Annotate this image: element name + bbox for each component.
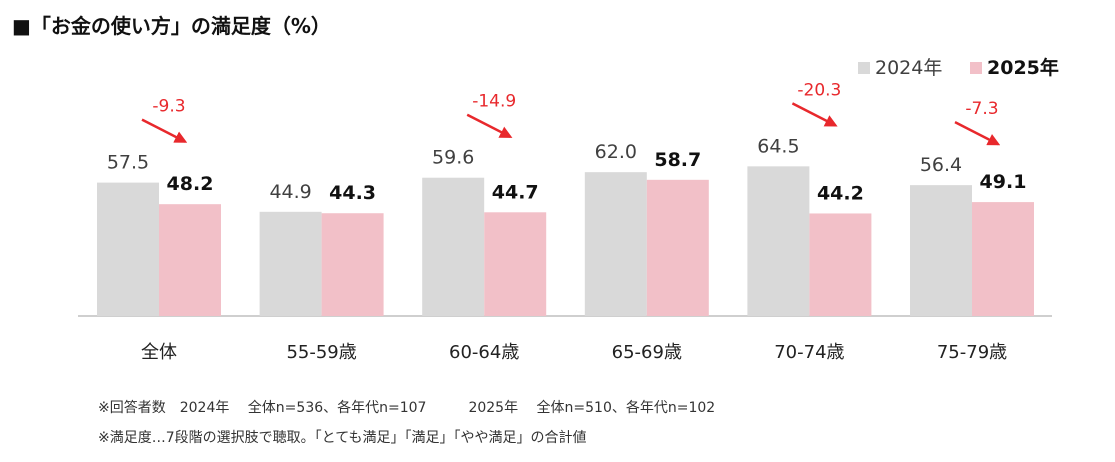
legend-swatch-2025年: [970, 62, 982, 74]
bar-2024年-全体: [97, 182, 159, 316]
value-label-2025年-75-79歳: 49.1: [980, 171, 1027, 193]
bar-2024年-55-59歳: [259, 211, 322, 316]
value-label-2024年-55-59歳: 44.9: [269, 181, 311, 203]
bar-2025年-全体: [159, 204, 221, 316]
category-label: 70-74歳: [774, 342, 844, 363]
legend-swatch-2024年: [858, 62, 870, 74]
bar-2025年-65-69歳: [646, 179, 709, 316]
bar-2024年-60-64歳: [422, 177, 485, 316]
category-label: 60-64歳: [449, 342, 519, 363]
bar-2024年-70-74歳: [747, 166, 810, 316]
change-arrow: [954, 121, 1001, 146]
value-label-2025年-55-59歳: 44.3: [329, 182, 376, 204]
bar-2025年-70-74歳: [809, 213, 872, 316]
value-label-2024年-60-64歳: 59.6: [432, 147, 474, 169]
legend-label-2024年: 2024年: [875, 57, 942, 79]
bar-2025年-60-64歳: [484, 212, 547, 316]
legend-label-2025年: 2025年: [987, 56, 1059, 79]
category-label: 55-59歳: [286, 342, 356, 363]
change-arrow: [141, 118, 188, 143]
value-label-2024年-65-69歳: 62.0: [595, 141, 637, 163]
value-label-2025年-70-74歳: 44.2: [817, 182, 864, 204]
change-arrow: [791, 102, 838, 127]
value-label-2024年-70-74歳: 64.5: [757, 135, 799, 157]
change-label: -7.3: [965, 99, 998, 119]
change-arrow: [466, 113, 513, 138]
change-label: -14.9: [472, 92, 516, 112]
value-label-2024年-75-79歳: 56.4: [920, 154, 962, 176]
note-definition: ※満足度…7段階の選択肢で聴取。「とても満足」「満足」「やや満足」の合計値: [98, 430, 587, 446]
category-label: 全体: [141, 342, 177, 363]
change-label: -9.3: [152, 97, 185, 117]
value-label-2025年-60-64歳: 44.7: [492, 181, 539, 203]
note-respondents: ※回答者数 2024年 全体n=536、各年代n=107 2025年 全体n=5…: [98, 400, 716, 416]
bar-2025年-55-59歳: [321, 213, 384, 316]
value-label-2025年-65-69歳: 58.7: [654, 149, 701, 171]
bar-2024年-75-79歳: [910, 185, 972, 316]
bar-2025年-75-79歳: [972, 202, 1034, 316]
chart-title: ■「お金の使い方」の満足度（%）: [12, 14, 331, 38]
value-label-2025年-全体: 48.2: [167, 173, 214, 195]
category-label: 65-69歳: [612, 342, 682, 363]
change-label: -20.3: [797, 80, 841, 100]
bar-2024年-65-69歳: [584, 172, 647, 316]
value-label-2024年-全体: 57.5: [107, 152, 149, 174]
category-label: 75-79歳: [937, 342, 1007, 363]
